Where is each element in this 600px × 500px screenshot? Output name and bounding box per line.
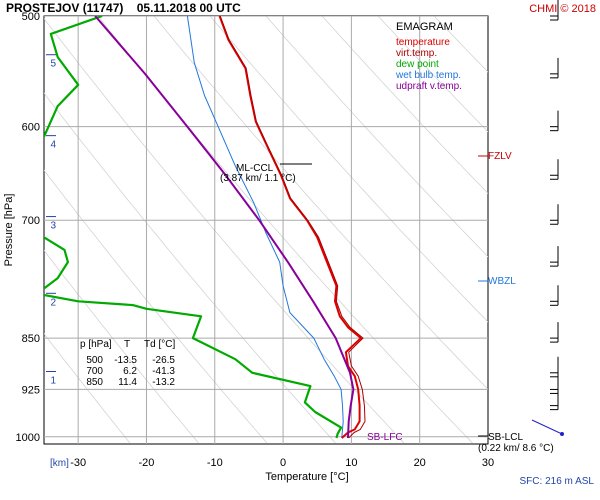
table-cell: -13.5 — [114, 355, 137, 366]
series-line-dew-point — [44, 16, 343, 439]
x-tick-label: 20 — [414, 457, 426, 469]
table-header-p: p [hPa] — [80, 339, 112, 350]
annotation-wbzl: WBZL — [478, 276, 516, 287]
table-cell: 500 — [86, 355, 103, 366]
x-axis-title: Temperature [°C] — [265, 471, 348, 483]
x-tick-label: -20 — [139, 457, 155, 469]
y-tick-label: 500 — [22, 11, 40, 23]
x-tick-label: 0 — [280, 457, 286, 469]
y-tick-label: 1000 — [16, 432, 40, 444]
table-header-td: Td [°C] — [144, 339, 175, 350]
km-tick-label: 4 — [50, 140, 56, 151]
legend-item-updraft: udpraft v.temp. — [396, 81, 462, 92]
km-tick-label: 1 — [50, 376, 56, 387]
series-line-wet-bulb-temp- — [186, 16, 344, 439]
km-tick-label: 3 — [50, 221, 56, 232]
annotation-fzlv: FZLV — [478, 151, 512, 162]
data-table: p [hPa] T Td [°C] 500 -13.5 -26.5 700 6.… — [80, 339, 175, 388]
km-axis-label: [km] — [50, 458, 69, 469]
surface-wind-marker — [560, 432, 564, 436]
series-line-virt-temp- — [219, 16, 366, 439]
series-line-temperature — [218, 16, 362, 439]
dry-adiabat — [153, 16, 488, 390]
chart-title: PROSTEJOV (11747) 05.11.2018 00 UTC — [6, 1, 241, 15]
wind-barbs — [531, 0, 564, 436]
legend-item-dew-point: dew point — [396, 59, 439, 70]
sb-lfc-label: SB-LFC — [367, 432, 403, 443]
copyright-label: CHMI © 2018 — [529, 3, 596, 15]
series-layer — [44, 16, 366, 439]
table-header-t: T — [124, 339, 130, 350]
grid-layer — [44, 16, 600, 444]
sb-lcl-label: SB-LCL — [488, 432, 523, 443]
y-axis-title: Pressure [hPa] — [3, 194, 15, 267]
table-cell: -41.3 — [152, 366, 175, 377]
km-tick-label: 2 — [50, 297, 56, 308]
table-cell: 700 — [86, 366, 103, 377]
x-tick-label: -10 — [207, 457, 223, 469]
table-cell: 6.2 — [123, 366, 137, 377]
series-line-udpraft-v-temp- — [94, 16, 355, 439]
ml-ccl-label: ML-CCL — [236, 163, 274, 174]
wbzl-label: WBZL — [488, 276, 516, 287]
fzlv-label: FZLV — [488, 151, 512, 162]
legend: EMAGRAM temperature virt.temp. dew point… — [395, 21, 462, 92]
footer-sfc: SFC: 216 m ASL — [520, 476, 595, 487]
x-tick-label: -30 — [70, 457, 86, 469]
x-tick-label: 10 — [345, 457, 357, 469]
sb-lcl-sub: (0.22 km/ 8.6 °C) — [478, 443, 554, 454]
legend-item-wet-bulb: wet bulb temp. — [395, 70, 461, 81]
km-tick-label: 5 — [50, 59, 56, 70]
dry-adiabat — [321, 16, 488, 194]
legend-title: EMAGRAM — [396, 21, 453, 33]
table-cell: -26.5 — [152, 355, 175, 366]
y-tick-label: 925 — [22, 384, 40, 396]
dry-adiabat — [377, 16, 488, 133]
dry-adiabat — [490, 16, 600, 443]
table-cell: 11.4 — [118, 377, 137, 388]
y-tick-label: 700 — [22, 215, 40, 227]
dry-adiabat — [209, 16, 488, 323]
dry-adiabat — [546, 16, 600, 443]
ml-ccl-sub: (3.87 km/ 1.1 °C) — [220, 173, 296, 184]
annotation-sb-lfc: SB-LFC — [367, 432, 403, 443]
y-tick-label: 600 — [22, 122, 40, 134]
annotation-sb-lcl: SB-LCL (0.22 km/ 8.6 °C) — [478, 432, 554, 454]
legend-item-virt-temp: virt.temp. — [396, 48, 437, 59]
surface-wind-vector — [531, 419, 563, 435]
annotation-ml-ccl: ML-CCL (3.87 km/ 1.1 °C) — [220, 163, 312, 184]
table-cell: -13.2 — [152, 377, 175, 388]
legend-item-temperature: temperature — [396, 37, 450, 48]
table-cell: 850 — [86, 377, 103, 388]
x-tick-label: 30 — [482, 457, 494, 469]
y-tick-label: 850 — [22, 333, 40, 345]
